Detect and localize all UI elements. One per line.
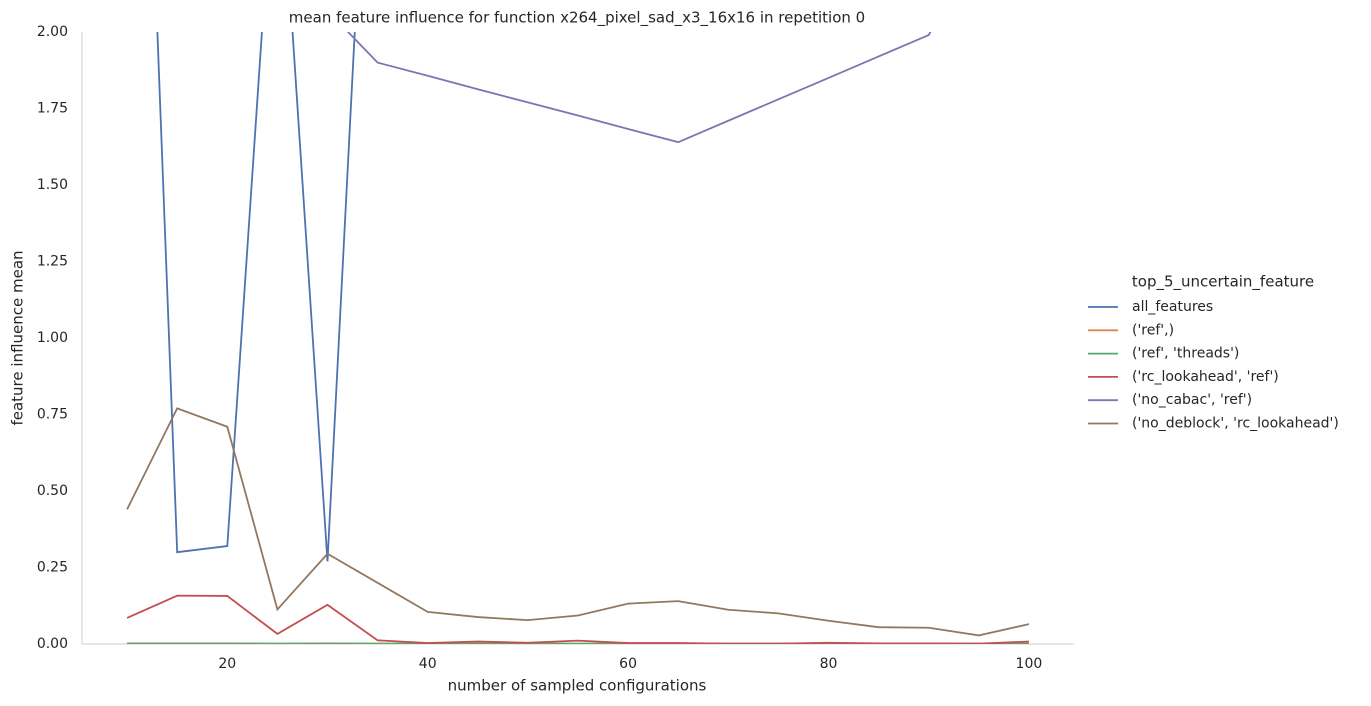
x-tick-label: 60 (619, 656, 637, 672)
x-tick-label: 40 (419, 656, 437, 672)
chart-title: mean feature influence for function x264… (289, 9, 865, 28)
y-tick-label: 1.00 (37, 330, 68, 346)
series-line (156, 32, 356, 562)
y-axis-label: feature influence mean (9, 250, 27, 425)
x-axis-label: number of sampled configurations (448, 677, 707, 695)
y-tick-label: 0.75 (37, 407, 68, 423)
series-line (126, 407, 1030, 637)
legend-label: ('ref',) (1132, 322, 1174, 338)
x-tick-label: 20 (218, 656, 236, 672)
y-tick-label: 1.25 (37, 254, 68, 270)
plot-area (126, 32, 1030, 644)
legend-label: ('no_deblock', 'rc_lookahead') (1132, 416, 1339, 432)
y-tick-label: 0.50 (37, 483, 68, 499)
legend-label: ('rc_lookahead', 'ref') (1132, 369, 1279, 385)
y-tick-label: 2.00 (37, 24, 68, 40)
legend-label: all_features (1132, 299, 1213, 315)
y-tick-label: 1.75 (37, 101, 68, 117)
legend-label: ('ref', 'threads') (1132, 346, 1239, 362)
y-tick-label: 0.00 (37, 636, 68, 652)
y-tick-label: 1.50 (37, 177, 68, 193)
series-line (126, 594, 1029, 644)
x-tick-label: 100 (1016, 656, 1043, 672)
series-line (346, 32, 932, 144)
legend-title: top_5_uncertain_feature (1132, 273, 1314, 292)
x-tick-label: 80 (820, 656, 838, 672)
y-tick-label: 0.25 (37, 560, 68, 576)
legend-label: ('no_cabac', 'ref') (1132, 392, 1252, 408)
